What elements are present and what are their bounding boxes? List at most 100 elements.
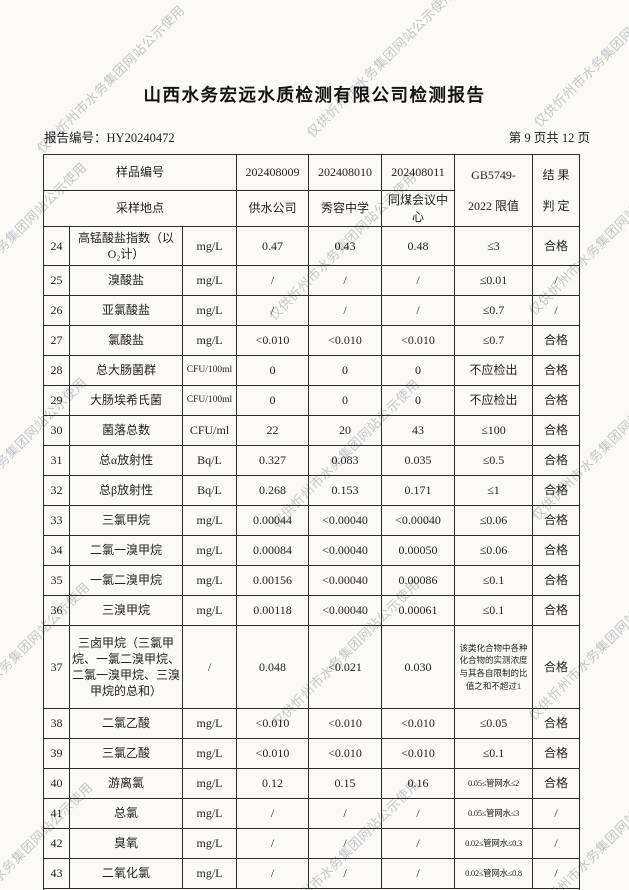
table-row: 38 二氯乙酸 mg/L <0.010 <0.010 <0.010 ≤0.05 … (43, 708, 580, 739)
result-judgment: / (532, 295, 580, 326)
footer-row: 以下空白 (43, 888, 580, 890)
parameter-name: 二氯一溴甲烷 (69, 535, 183, 566)
result-header-line2: 判 定 (542, 198, 570, 213)
unit: mg/L (182, 858, 237, 889)
value-sample1: 0.00084 (236, 535, 309, 566)
result-judgment: / (532, 265, 580, 296)
value-sample3: / (381, 828, 455, 859)
row-number: 35 (43, 565, 70, 596)
row-number: 37 (43, 625, 70, 709)
row-number: 30 (43, 415, 70, 446)
value-sample2: 20 (308, 415, 382, 446)
limit-header-line2: 2022 限值 (467, 198, 519, 213)
table-row: 27 氯酸盐 mg/L <0.010 <0.010 <0.010 ≤0.7 合格 (43, 325, 580, 356)
parameter-name: 二氧化氯 (69, 858, 183, 889)
location-label: 采样地点 (43, 190, 237, 227)
value-sample1: 0.268 (236, 475, 309, 506)
row-number: 32 (43, 475, 70, 506)
value-sample2: <0.010 (308, 325, 382, 356)
parameter-name: 二氯乙酸 (69, 708, 183, 739)
row-number: 38 (43, 708, 70, 739)
value-sample3: 0.48 (381, 226, 455, 266)
value-sample1: <0.010 (236, 738, 309, 769)
header-row-sample-id: 样品编号 202408009 202408010 202408011 GB574… (43, 154, 580, 227)
value-sample1: / (236, 265, 309, 296)
sample-id-3: 202408011 (381, 154, 455, 191)
value-sample1: / (236, 828, 309, 859)
unit: mg/L (182, 505, 237, 536)
value-sample1: / (236, 295, 309, 326)
value-sample1: / (236, 858, 309, 889)
unit: mg/L (182, 768, 237, 799)
unit: Bq/L (182, 475, 237, 506)
parameter-name: 一氯二溴甲烷 (69, 565, 183, 596)
value-sample1: 0 (236, 355, 309, 386)
limit-value: 0.02≤管网水≤0.8 (454, 858, 533, 889)
result-judgment: / (532, 798, 580, 829)
parameter-name: 三卤甲烷（三氯甲烷、一氯二溴甲烷、二氯一溴甲烷、三溴甲烷的总和） (69, 625, 183, 709)
result-judgment: 合格 (532, 738, 580, 769)
limit-value: 该类化合物中各种化合物的实测浓度与其各自限制的比值之和不超过1 (454, 625, 533, 709)
results-table: 样品编号 202408009 202408010 202408011 GB574… (43, 154, 580, 890)
result-judgment: 合格 (532, 595, 580, 626)
value-sample3: 43 (381, 415, 455, 446)
row-number: 34 (43, 535, 70, 566)
row-number: 43 (43, 858, 70, 889)
value-sample1: <0.010 (236, 325, 309, 356)
result-judgment: 合格 (532, 226, 580, 266)
value-sample3: / (381, 265, 455, 296)
value-sample3: 0 (381, 355, 455, 386)
unit: mg/L (182, 708, 237, 739)
value-sample1: 22 (236, 415, 309, 446)
row-number: 31 (43, 445, 70, 476)
value-sample3: 0.00061 (381, 595, 455, 626)
report-number-label: 报告编号： (44, 131, 107, 145)
value-sample3: 0.171 (381, 475, 455, 506)
limit-value: 不应检出 (454, 355, 533, 386)
value-sample2: 0.153 (308, 475, 382, 506)
value-sample1: 0.12 (236, 768, 309, 799)
parameter-name: 总α放射性 (69, 445, 183, 476)
unit: CFU/100ml (182, 385, 237, 416)
table-row: 29 大肠埃希氏菌 CFU/100ml 0 0 0 不应检出 合格 (43, 385, 580, 416)
parameter-name: 亚氯酸盐 (69, 295, 183, 326)
value-sample1: <0.010 (236, 708, 309, 739)
limit-value: ≤0.7 (454, 325, 533, 356)
value-sample3: <0.00040 (381, 505, 455, 536)
result-judgment: 合格 (532, 565, 580, 596)
value-sample3: 0 (381, 385, 455, 416)
table-row: 37 三卤甲烷（三氯甲烷、一氯二溴甲烷、二氯一溴甲烷、三溴甲烷的总和） / 0.… (43, 625, 580, 709)
row-number: 33 (43, 505, 70, 536)
row-number: 40 (43, 768, 70, 799)
parameter-name: 总氯 (69, 798, 183, 829)
parameter-name: 总大肠菌群 (69, 355, 183, 386)
value-sample3: / (381, 858, 455, 889)
unit: mg/L (182, 265, 237, 296)
parameter-name: 三溴甲烷 (69, 595, 183, 626)
unit: mg/L (182, 595, 237, 626)
value-sample3: 0.00050 (381, 535, 455, 566)
table-row: 39 三氯乙酸 mg/L <0.010 <0.010 <0.010 ≤0.1 合… (43, 738, 580, 769)
result-judgment: 合格 (532, 768, 580, 799)
value-sample3: <0.010 (381, 708, 455, 739)
row-number: 29 (43, 385, 70, 416)
sample-id-2: 202408010 (308, 154, 382, 191)
limit-value: ≤100 (454, 415, 533, 446)
report-meta: 报告编号：HY20240472 第 9 页共 12 页 (44, 127, 590, 146)
value-sample3: / (381, 295, 455, 326)
table-row: 30 菌落总数 CFU/ml 22 20 43 ≤100 合格 (43, 415, 580, 446)
value-sample1: 0.47 (236, 226, 309, 266)
limit-value: ≤0.5 (454, 445, 533, 476)
limit-column-header: GB5749- 2022 限值 (454, 154, 533, 227)
row-number: 26 (43, 295, 70, 326)
row-number: 36 (43, 595, 70, 626)
value-sample2: 0.15 (308, 768, 382, 799)
result-judgment: 合格 (532, 475, 580, 506)
value-sample1: 0.00118 (236, 595, 309, 626)
result-judgment: 合格 (532, 415, 580, 446)
value-sample2: 0.43 (308, 226, 382, 266)
table-row: 32 总β放射性 Bq/L 0.268 0.153 0.171 ≤1 合格 (43, 475, 580, 506)
limit-value: ≤0.1 (454, 595, 533, 626)
limit-value: ≤1 (454, 475, 533, 506)
